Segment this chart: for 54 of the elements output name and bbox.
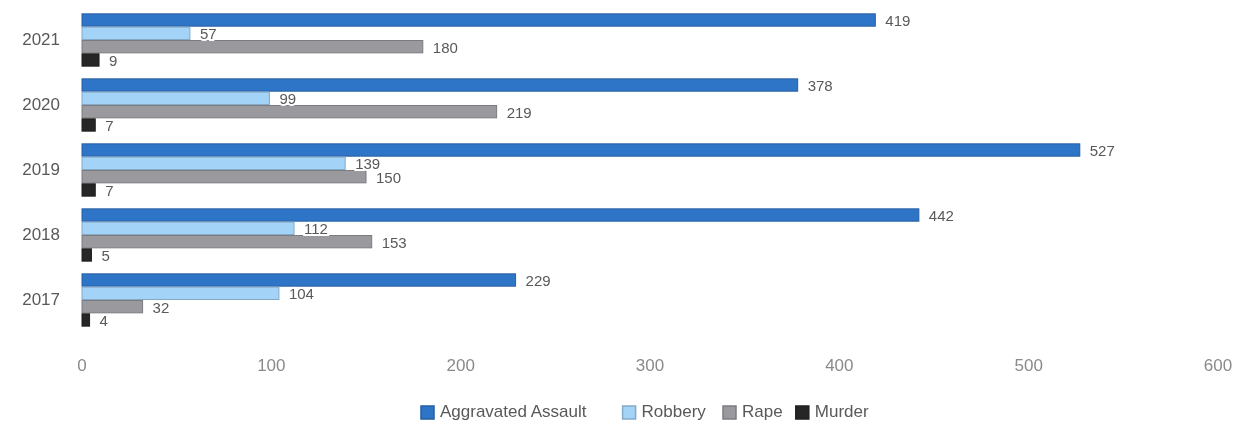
x-tick-label: 300 <box>635 356 665 375</box>
data-label: 9 <box>109 51 118 69</box>
data-label: 99 <box>279 90 297 108</box>
bar <box>81 53 100 67</box>
bar <box>81 313 91 327</box>
data-label: 7 <box>105 181 114 199</box>
bar <box>81 91 270 105</box>
data-label: 153 <box>381 233 407 251</box>
data-label: 32 <box>152 298 170 316</box>
data-label: 7 <box>105 116 114 134</box>
data-label: 219 <box>506 103 532 121</box>
bar <box>81 143 1081 157</box>
bar <box>81 156 346 170</box>
bar <box>81 40 424 54</box>
bar <box>81 170 367 184</box>
data-label: 419 <box>885 12 911 30</box>
data-label: 112 <box>304 220 328 238</box>
x-tick-label: 600 <box>1203 356 1233 375</box>
x-tick-label: 100 <box>257 356 286 375</box>
x-tick-label: 400 <box>825 356 854 375</box>
data-label: 527 <box>1089 142 1115 160</box>
y-tick-label: 2020 <box>22 94 60 114</box>
data-label: 104 <box>288 285 314 303</box>
y-tick-label: 2017 <box>22 289 60 309</box>
data-label: 57 <box>199 25 217 43</box>
legend-label: Murder <box>814 402 869 422</box>
bar <box>81 235 373 249</box>
bar <box>81 118 96 132</box>
x-tick-label: 0 <box>77 356 87 375</box>
bar <box>81 300 144 314</box>
bar <box>81 13 876 27</box>
data-label: 378 <box>807 77 833 95</box>
bar <box>81 183 96 197</box>
bar <box>81 273 517 287</box>
y-tick-label: 2019 <box>22 159 60 179</box>
bar <box>81 78 799 92</box>
data-label: 5 <box>101 246 110 264</box>
y-tick-label: 2021 <box>22 29 60 49</box>
legend-label: Aggravated Assault <box>440 402 587 422</box>
bar <box>81 26 191 40</box>
data-label: 4 <box>99 311 108 329</box>
bar <box>81 208 920 222</box>
bar <box>81 221 295 235</box>
legend-label: Rape <box>742 402 783 422</box>
data-label: 442 <box>928 207 954 225</box>
data-label: 229 <box>525 272 551 290</box>
x-tick-label: 500 <box>1014 356 1043 375</box>
bar <box>81 248 92 262</box>
bar <box>81 105 498 119</box>
x-tick-label: 200 <box>446 356 475 375</box>
data-label: 180 <box>432 38 458 56</box>
legend-label: Robbery <box>641 402 707 422</box>
y-tick-label: 2018 <box>22 224 60 244</box>
bar <box>81 286 280 300</box>
